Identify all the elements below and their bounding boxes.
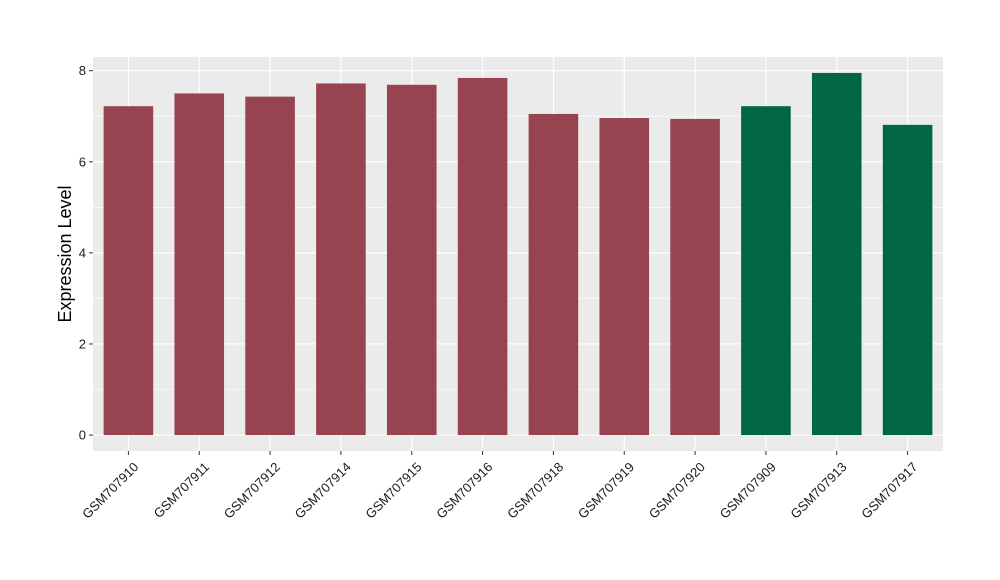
bar — [316, 83, 366, 436]
x-tick-label: GSM707917 — [858, 459, 920, 521]
bar — [457, 77, 508, 436]
x-tick-label: GSM707920 — [646, 459, 708, 521]
bar — [741, 106, 791, 436]
bar — [811, 72, 862, 436]
bars — [103, 72, 933, 436]
x-tick-label: GSM707912 — [221, 459, 283, 521]
x-tick-label: GSM707914 — [292, 459, 354, 521]
plot-panel — [93, 57, 943, 451]
x-tick-label: GSM707913 — [787, 459, 849, 521]
bar — [245, 96, 295, 436]
bar — [174, 93, 225, 436]
y-tick-label: 8 — [79, 63, 86, 78]
y-tick-label: 6 — [79, 154, 86, 169]
y-tick-label: 0 — [79, 428, 86, 443]
x-tick-label: GSM707911 — [151, 459, 213, 521]
x-tick-label: GSM707915 — [362, 459, 424, 521]
x-tick-label: GSM707909 — [717, 459, 779, 521]
bar — [670, 118, 720, 436]
bar — [599, 118, 650, 436]
x-axis: GSM707910 GSM707911 GSM707912 GSM707914 GSM7… — [79, 451, 920, 522]
y-axis-title: Expression Level — [55, 185, 75, 322]
y-axis: 0 2 4 6 8 — [79, 63, 93, 443]
minor-gridlines — [93, 115, 943, 390]
x-tick-label: GSM707919 — [575, 459, 637, 521]
x-tick-label: GSM707910 — [79, 459, 141, 521]
bar — [386, 84, 437, 436]
bar — [103, 106, 154, 436]
x-tick-label: GSM707918 — [504, 459, 566, 521]
bar — [882, 124, 933, 436]
y-tick-label: 4 — [79, 245, 86, 260]
x-tick-label: GSM707916 — [433, 459, 495, 521]
bar — [528, 113, 579, 436]
y-tick-label: 2 — [79, 336, 86, 351]
